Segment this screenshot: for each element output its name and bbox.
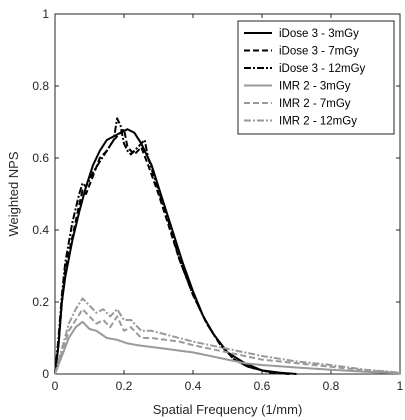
legend-label-2: iDose 3 - 7mGy: [279, 46, 359, 58]
x-axis-ticks: 0 0.2 0.4 0.6 0.8 1: [52, 14, 404, 393]
x-tick-label: 1: [397, 379, 404, 393]
x-tick-label: 0.6: [254, 379, 271, 393]
y-axis-title: Weighted NPS: [6, 151, 21, 236]
legend: iDose 3 - 3mGy iDose 3 - 7mGy iDose 3 - 12…: [237, 20, 395, 135]
legend-box: [237, 20, 395, 135]
legend-label-5: IMR 2 - 7mGy: [279, 98, 351, 110]
series-line-6: [54, 297, 401, 375]
x-axis-title: Spatial Frequency (1/mm): [153, 402, 303, 417]
x-tick-label: 0: [52, 379, 59, 393]
y-tick-label: 1: [42, 7, 49, 21]
x-tick-label: 0.2: [116, 379, 133, 393]
y-tick-label: 0.8: [32, 79, 49, 93]
series-line-2: [54, 128, 290, 375]
y-tick-label: 0.4: [32, 223, 49, 237]
x-tick-label: 0.8: [323, 379, 340, 393]
legend-label-3: iDose 3 - 12mGy: [279, 63, 366, 75]
series-layer: [54, 117, 401, 375]
legend-label-1: iDose 3 - 3mGy: [279, 28, 359, 40]
y-tick-label: 0.2: [32, 295, 49, 309]
y-tick-label: 0.6: [32, 151, 49, 165]
legend-label-4: IMR 2 - 3mGy: [279, 81, 351, 93]
y-axis-ticks: 0 0.2 0.4 0.6 0.8 1: [32, 7, 400, 381]
y-tick-label: 0: [42, 367, 49, 381]
legend-label-6: IMR 2 - 12mGy: [279, 116, 357, 128]
series-line-4: [54, 320, 401, 375]
series-line-3: [54, 117, 290, 375]
x-tick-label: 0.4: [185, 379, 202, 393]
series-line-5: [54, 308, 401, 375]
